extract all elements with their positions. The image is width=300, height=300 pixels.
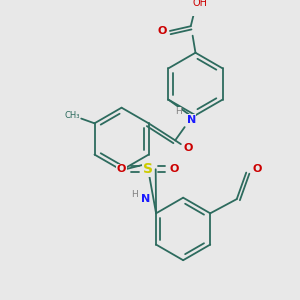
Text: O: O <box>117 164 126 174</box>
Text: O: O <box>184 143 193 153</box>
Text: H: H <box>131 190 137 199</box>
Text: N: N <box>141 194 150 204</box>
Text: O: O <box>158 26 167 36</box>
Text: OH: OH <box>193 0 208 8</box>
Text: N: N <box>187 115 196 124</box>
Text: S: S <box>143 162 153 176</box>
Text: O: O <box>253 164 262 174</box>
Text: CH₃: CH₃ <box>64 111 80 120</box>
Text: H: H <box>175 107 182 116</box>
Text: O: O <box>170 164 179 174</box>
